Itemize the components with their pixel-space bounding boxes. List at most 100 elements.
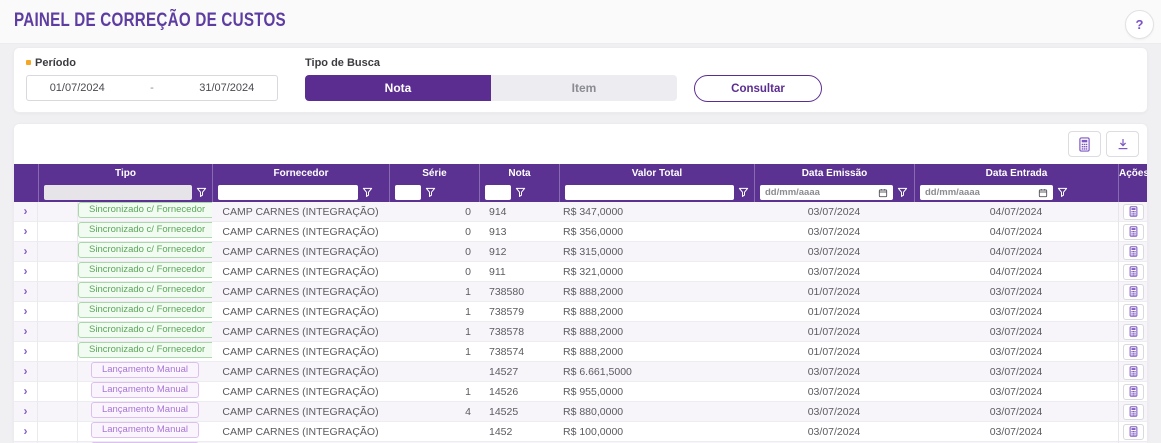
valor-total-cell: R$ 880,0000 [559, 402, 754, 422]
data-emissao-cell: 01/07/2024 [754, 282, 914, 302]
nota-cell: 14526 [479, 382, 559, 402]
data-emissao-filter-icon[interactable] [897, 187, 908, 198]
nota-cell: 738578 [479, 322, 559, 342]
column-header-expand [14, 164, 38, 183]
expand-row-chevron-icon[interactable] [24, 364, 28, 378]
serie-cell [389, 422, 479, 442]
fornecedor-cell: CAMP CARNES (INTEGRAÇÃO) [212, 202, 389, 222]
calculator-icon [1129, 246, 1138, 257]
consultar-button[interactable]: Consultar [694, 75, 822, 102]
data-entrada-cell: 03/07/2024 [914, 322, 1118, 342]
period-from-value[interactable]: 01/07/2024 [49, 82, 105, 94]
data-entrada-cell: 03/07/2024 [914, 362, 1118, 382]
data-emissao-cell: 03/07/2024 [754, 382, 914, 402]
download-button[interactable] [1106, 131, 1139, 157]
calendar-icon[interactable] [1038, 188, 1048, 198]
expand-row-chevron-icon[interactable] [24, 304, 28, 318]
data-entrada-filter-input[interactable]: dd/mm/aaaa [920, 185, 1053, 200]
row-calculate-button[interactable] [1123, 243, 1144, 260]
data-entrada-cell: 03/07/2024 [914, 382, 1118, 402]
calendar-icon[interactable] [878, 188, 888, 198]
expand-row-chevron-icon[interactable] [24, 404, 28, 418]
period-to-value[interactable]: 31/07/2024 [199, 82, 255, 94]
data-entrada-filter-icon[interactable] [1057, 187, 1068, 198]
nota-filter-input[interactable] [485, 185, 511, 200]
row-calculate-button[interactable] [1123, 283, 1144, 300]
fornecedor-cell: CAMP CARNES (INTEGRAÇÃO) [212, 402, 389, 422]
data-entrada-cell: 04/07/2024 [914, 262, 1118, 282]
period-field: Período 01/07/2024 - 31/07/2024 [26, 56, 278, 101]
download-icon [1118, 139, 1127, 150]
type-badge: Sincronizado c/ Fornecedor [78, 262, 212, 278]
data-entrada-cell: 04/07/2024 [914, 222, 1118, 242]
valor-total-cell: R$ 6.661,5000 [559, 362, 754, 382]
expand-row-chevron-icon[interactable] [24, 224, 28, 238]
data-entrada-placeholder: dd/mm/aaaa [925, 187, 980, 198]
help-button[interactable]: ? [1125, 10, 1154, 39]
valor-total-filter-input[interactable] [565, 185, 734, 200]
search-type-field: Tipo de Busca Nota Item [305, 56, 677, 101]
row-calculate-button[interactable] [1123, 423, 1144, 440]
search-type-item-button[interactable]: Item [491, 75, 677, 101]
type-badge: Lançamento Manual [90, 362, 200, 378]
expand-row-chevron-icon[interactable] [24, 324, 28, 338]
expand-row-chevron-icon[interactable] [24, 244, 28, 258]
expand-row-chevron-icon[interactable] [24, 424, 28, 438]
calculator-icon [1129, 346, 1138, 357]
valor-total-cell: R$ 888,2000 [559, 322, 754, 342]
expand-row-chevron-icon[interactable] [24, 264, 28, 278]
calculator-icon [1129, 226, 1138, 237]
row-calculate-button[interactable] [1123, 263, 1144, 280]
serie-cell: 4 [389, 402, 479, 422]
tipo-filter-input[interactable] [44, 185, 192, 200]
data-emissao-cell: 01/07/2024 [754, 342, 914, 362]
row-calculate-button[interactable] [1123, 303, 1144, 320]
expand-row-chevron-icon[interactable] [24, 284, 28, 298]
serie-filter-icon[interactable] [425, 187, 436, 198]
tipo-filter-icon[interactable] [196, 187, 207, 198]
table-toolbar [14, 131, 1147, 164]
fornecedor-cell: CAMP CARNES (INTEGRAÇÃO) [212, 282, 389, 302]
period-range-input[interactable]: 01/07/2024 - 31/07/2024 [26, 75, 278, 101]
row-calculate-button[interactable] [1123, 383, 1144, 400]
column-header-serie: Série [389, 164, 479, 183]
column-header-acoes: Ações [1118, 164, 1147, 183]
serie-cell: 1 [389, 322, 479, 342]
valor-total-filter-icon[interactable] [738, 187, 749, 198]
serie-cell: 0 [389, 242, 479, 262]
serie-cell: 1 [389, 382, 479, 402]
calculator-button[interactable] [1068, 131, 1101, 157]
row-calculate-button[interactable] [1123, 343, 1144, 360]
row-calculate-button[interactable] [1123, 223, 1144, 240]
serie-filter-input[interactable] [395, 185, 421, 200]
type-badge: Lançamento Manual [90, 402, 200, 418]
fornecedor-filter-icon[interactable] [362, 187, 373, 198]
row-calculate-button[interactable] [1123, 403, 1144, 420]
table-row: Lançamento Manual CAMP CARNES (INTEGRAÇÃ… [14, 362, 1147, 382]
valor-total-cell: R$ 888,2000 [559, 282, 754, 302]
nota-filter-icon[interactable] [515, 187, 526, 198]
row-calculate-button[interactable] [1123, 203, 1144, 220]
table-row: Sincronizado c/ Fornecedor CAMP CARNES (… [14, 302, 1147, 322]
expand-row-chevron-icon[interactable] [24, 204, 28, 218]
nota-cell: 914 [479, 202, 559, 222]
search-type-nota-button[interactable]: Nota [305, 75, 491, 101]
type-badge: Sincronizado c/ Fornecedor [78, 282, 212, 298]
table-row: Lançamento Manual CAMP CARNES (INTEGRAÇÃ… [14, 422, 1147, 442]
row-calculate-button[interactable] [1123, 363, 1144, 380]
filters-panel: Período 01/07/2024 - 31/07/2024 Tipo de … [13, 47, 1148, 113]
table-row: Sincronizado c/ Fornecedor CAMP CARNES (… [14, 222, 1147, 242]
valor-total-cell: R$ 315,0000 [559, 242, 754, 262]
column-header-nota: Nota [479, 164, 559, 183]
fornecedor-cell: CAMP CARNES (INTEGRAÇÃO) [212, 262, 389, 282]
data-entrada-cell: 03/07/2024 [914, 402, 1118, 422]
calculator-icon [1079, 136, 1090, 152]
fornecedor-filter-input[interactable] [218, 185, 358, 200]
expand-row-chevron-icon[interactable] [24, 344, 28, 358]
table-row: Sincronizado c/ Fornecedor CAMP CARNES (… [14, 342, 1147, 362]
search-type-toggle: Nota Item [305, 75, 677, 101]
expand-row-chevron-icon[interactable] [24, 384, 28, 398]
data-emissao-filter-input[interactable]: dd/mm/aaaa [760, 185, 893, 200]
row-calculate-button[interactable] [1123, 323, 1144, 340]
table-row: Lançamento Manual CAMP CARNES (INTEGRAÇÃ… [14, 402, 1147, 422]
